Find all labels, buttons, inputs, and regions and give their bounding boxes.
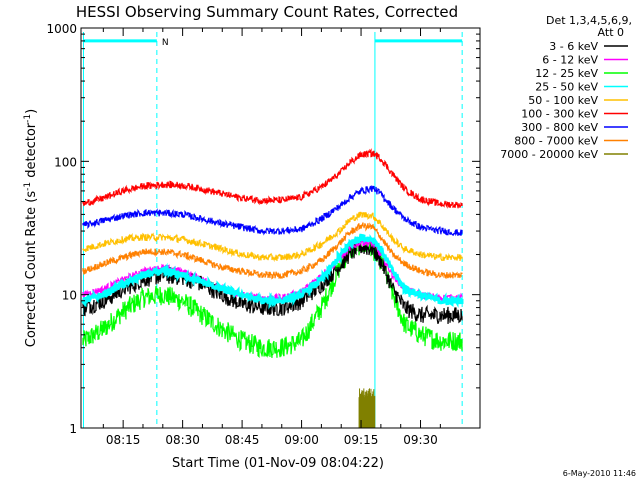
legend-label-3: 25 - 50 keV	[535, 81, 598, 94]
legend-label-0: 3 - 6 keV	[549, 40, 598, 53]
legend-header-attenuator: Att 0	[598, 26, 624, 39]
y-tick-label-1: 1	[69, 422, 77, 436]
x-tick-label-5: 09:30	[403, 433, 438, 447]
chart-title: HESSI Observing Summary Count Rates, Cor…	[76, 3, 458, 21]
timestamp-label: 6-May-2010 11:46	[563, 469, 636, 478]
x-tick-label-2: 08:45	[225, 433, 260, 447]
axes-frame	[80, 27, 481, 429]
x-tick-label-1: 08:30	[165, 433, 200, 447]
series-line-2	[82, 234, 463, 359]
legend-header-detectors: Det 1,3,4,5,6,9,	[546, 14, 632, 27]
legend-label-4: 50 - 100 keV	[528, 94, 598, 107]
legend-label-6: 300 - 800 keV	[521, 121, 598, 134]
x-tick-label-0: 08:15	[106, 433, 141, 447]
axes: 1 10 100 1000 08:15 08:30 08:45 09:00 09:15 09:30	[46, 22, 481, 447]
series-line-7	[82, 222, 463, 280]
x-axis-label: Start Time (01-Nov-09 08:04:22)	[172, 456, 384, 471]
legend-label-8: 7000 - 20000 keV	[500, 148, 598, 161]
legend-label-2: 12 - 25 keV	[535, 67, 598, 80]
legend-label-7: 800 - 7000 keV	[514, 135, 598, 148]
y-tick-label-1000: 1000	[46, 22, 77, 36]
series-line-6	[82, 185, 463, 237]
series-line-4	[82, 211, 463, 263]
series-line-3	[81, 233, 464, 310]
y-axis-label: Corrected Count Rate (s-1 detector-1)	[23, 109, 39, 347]
legend-label-1: 6 - 12 keV	[542, 54, 598, 67]
night-marker-label: N	[162, 38, 169, 48]
x-tick-label-3: 09:00	[284, 433, 319, 447]
y-tick-label-100: 100	[54, 155, 77, 169]
x-tick-label-4: 09:15	[344, 433, 379, 447]
series-line-5	[82, 148, 463, 209]
plot-area: N	[81, 32, 464, 428]
legend-label-5: 100 - 300 keV	[521, 108, 598, 121]
y-tick-label-10: 10	[62, 289, 77, 303]
